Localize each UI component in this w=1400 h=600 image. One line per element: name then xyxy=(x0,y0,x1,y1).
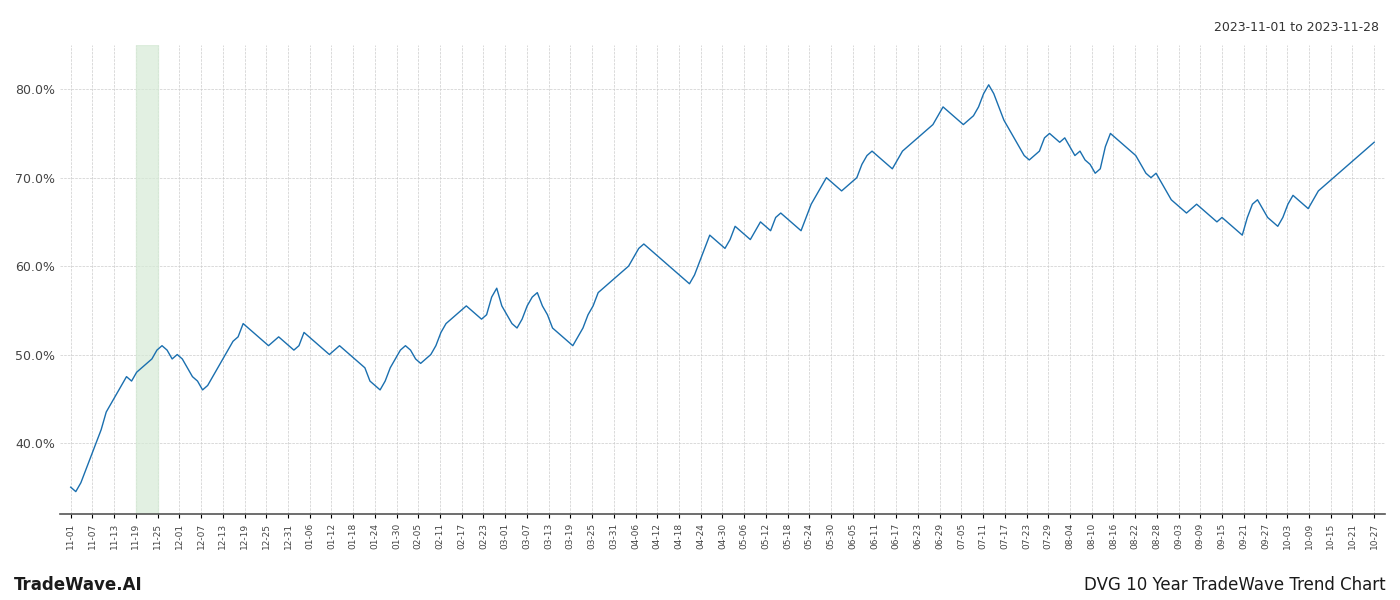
Text: DVG 10 Year TradeWave Trend Chart: DVG 10 Year TradeWave Trend Chart xyxy=(1085,576,1386,594)
Text: TradeWave.AI: TradeWave.AI xyxy=(14,576,143,594)
Text: 2023-11-01 to 2023-11-28: 2023-11-01 to 2023-11-28 xyxy=(1214,21,1379,34)
Bar xyxy=(136,45,158,514)
